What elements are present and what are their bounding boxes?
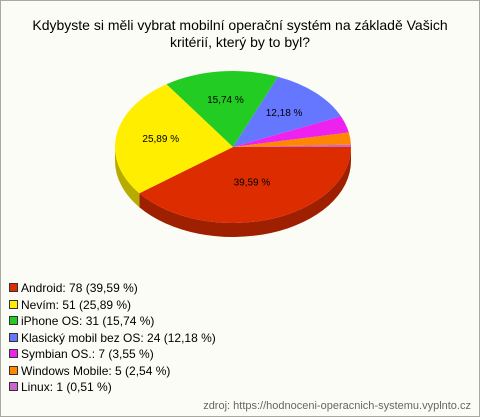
slice	[114, 84, 233, 194]
legend-item: Windows Mobile: 5 (2,54 %)	[9, 363, 216, 380]
slice-side	[139, 147, 351, 238]
legend-item: Nevím: 51 (25,89 %)	[9, 297, 216, 314]
legend-swatch	[9, 349, 18, 358]
data-label: 25,89 %	[142, 134, 179, 145]
legend-item: Linux: 1 (0,51 %)	[9, 379, 216, 396]
legend-swatch	[9, 365, 18, 375]
data-label: 12,18 %	[266, 108, 303, 119]
legend-item: Symbian OS.: 7 (3,55 %)	[9, 346, 216, 363]
legend-swatch	[9, 299, 18, 309]
slice	[233, 116, 349, 147]
source-note: zdroj: https://hodnoceni-operacnich-syst…	[203, 400, 471, 412]
legend-swatch	[9, 316, 18, 325]
pie-area: 39,59 % 25,89 % 15,74 % 12,18 %	[114, 71, 351, 238]
slice	[139, 147, 351, 224]
slice	[166, 71, 278, 147]
legend-item: Android: 78 (39,59 %)	[9, 280, 216, 297]
data-label: 39,59 %	[234, 178, 271, 189]
legend: Android: 78 (39,59 %) Nevím: 51 (25,89 %)…	[9, 280, 216, 396]
legend-swatch	[9, 332, 18, 342]
legend-swatch	[9, 382, 18, 391]
legend-label: Windows Mobile: 5 (2,54 %)	[21, 363, 171, 378]
legend-label: Symbian OS.: 7 (3,55 %)	[21, 347, 154, 361]
legend-item: iPhone OS: 31 (15,74 %)	[9, 313, 216, 330]
legend-label: Linux: 1 (0,51 %)	[21, 380, 112, 394]
slice	[233, 132, 351, 147]
data-label: 15,74 %	[207, 95, 244, 106]
slice	[233, 144, 351, 147]
legend-label: Android: 78 (39,59 %)	[21, 281, 138, 295]
legend-label: iPhone OS: 31 (15,74 %)	[21, 314, 155, 328]
legend-label: Klasický mobil bez OS: 24 (12,18 %)	[21, 330, 216, 345]
legend-label: Nevím: 51 (25,89 %)	[21, 297, 132, 312]
chart-title: Kdybyste si měli vybrat mobilní operační…	[32, 17, 448, 50]
legend-item: Klasický mobil bez OS: 24 (12,18 %)	[9, 330, 216, 347]
legend-swatch	[9, 283, 18, 292]
slice	[233, 76, 341, 147]
slice-side	[115, 147, 140, 208]
